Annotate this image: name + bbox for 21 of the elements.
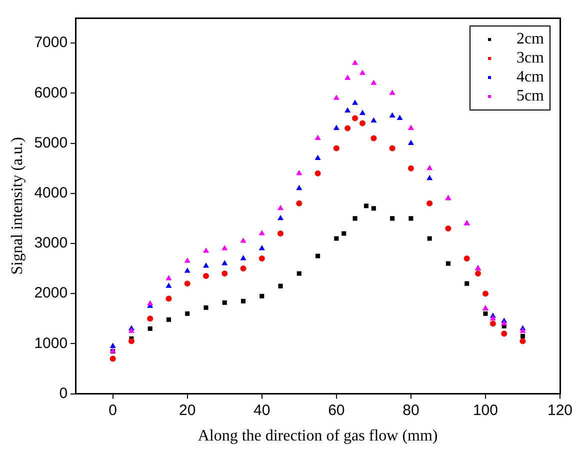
x-tick-label: 0 (108, 402, 118, 419)
legend-label: 3cm (516, 50, 545, 67)
y-tick-label: 3000 (34, 234, 68, 252)
x-tick-label: 120 (547, 402, 573, 419)
x-axis-title: Along the direction of gas flow (mm) (198, 428, 438, 445)
y-tick-label: 4000 (34, 184, 68, 202)
y-tick-label: 6000 (34, 84, 68, 102)
y-tick-label: 5000 (34, 134, 68, 152)
y-tick-label: 2000 (34, 284, 68, 302)
legend-label: 4cm (516, 68, 545, 86)
x-tick-label: 80 (402, 402, 420, 419)
legend-label: 5cm (516, 88, 545, 105)
y-axis-title: Signal intensity (a.u.) (8, 137, 26, 275)
y-tick-label: 1000 (34, 334, 68, 352)
x-tick-label: 60 (328, 402, 345, 419)
legend-label: 2cm (516, 30, 545, 48)
x-tick-label: 20 (179, 402, 196, 419)
y-tick-label: 7000 (34, 34, 68, 52)
x-tick-label: 100 (472, 402, 498, 419)
x-tick-label: 40 (254, 402, 270, 419)
y-tick-label: 0 (59, 384, 68, 402)
